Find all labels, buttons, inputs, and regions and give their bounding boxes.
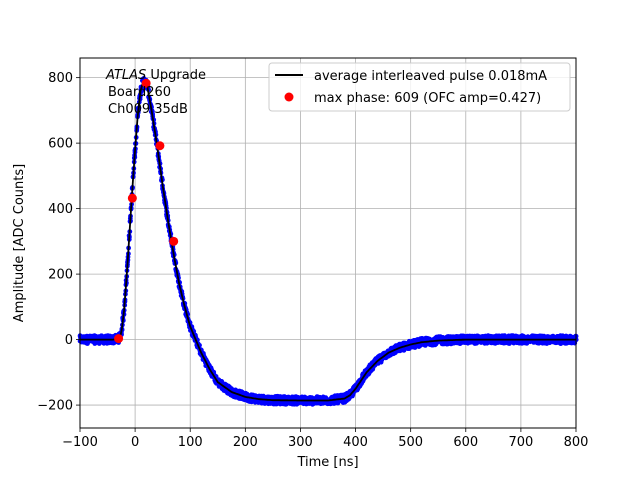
chart-annotation: ATLAS Upgrade Board260 Ch009 35dB (105, 68, 206, 117)
max-phase-marker (141, 78, 151, 88)
max-phase-marker (169, 236, 179, 246)
annotation-upgrade: Upgrade (146, 68, 206, 83)
y-tick-label: 200 (48, 268, 73, 283)
y-axis-label: Amplitude [ADC Counts] (12, 164, 27, 322)
y-tick-label: 0 (65, 333, 73, 348)
max-phase-markers (114, 78, 179, 344)
y-tick-label: 400 (48, 202, 73, 217)
x-tick-label: 600 (453, 435, 478, 450)
legend-box (268, 62, 571, 112)
max-phase-marker (155, 141, 165, 151)
legend-entry-average-pulse: average interleaved pulse 0.018mA (314, 69, 547, 84)
legend-marker-swatch (284, 92, 294, 102)
x-tick-label: 800 (564, 435, 589, 450)
legend-entry-max-phase: max phase: 609 (OFC amp=0.427) (314, 91, 541, 106)
average-pulse-line (80, 79, 576, 402)
x-tick-label: 400 (343, 435, 368, 450)
x-axis-label: Time [ns] (296, 455, 358, 470)
annotation-atlas: ATLAS (105, 68, 146, 83)
x-tick-label: 0 (131, 435, 139, 450)
data-point-blue (401, 347, 407, 353)
x-tick-label: 200 (233, 435, 258, 450)
average-pulse-line-group (80, 79, 576, 402)
x-tick-label: 500 (398, 435, 423, 450)
x-tick-label: 300 (288, 435, 313, 450)
axis-ticks: −100 0 100 200 300 400 500 600 700 800 −200 0 200 400… (37, 71, 588, 450)
legend: average interleaved pulse 0.018mA max ph… (268, 62, 571, 112)
max-phase-marker (127, 193, 137, 203)
annotation-line-1: ATLAS Upgrade (105, 68, 206, 83)
y-tick-label: 800 (48, 71, 73, 86)
x-tick-label: 700 (508, 435, 533, 450)
x-tick-label: −100 (62, 435, 98, 450)
y-tick-label: 600 (48, 137, 73, 152)
annotation-line-3: Ch009 35dB (108, 102, 188, 117)
plot-frame (79, 57, 577, 429)
y-tick-label: −200 (37, 399, 73, 414)
x-tick-label: 100 (178, 435, 203, 450)
max-phase-marker (114, 334, 124, 344)
annotation-line-2: Board260 (108, 85, 171, 100)
